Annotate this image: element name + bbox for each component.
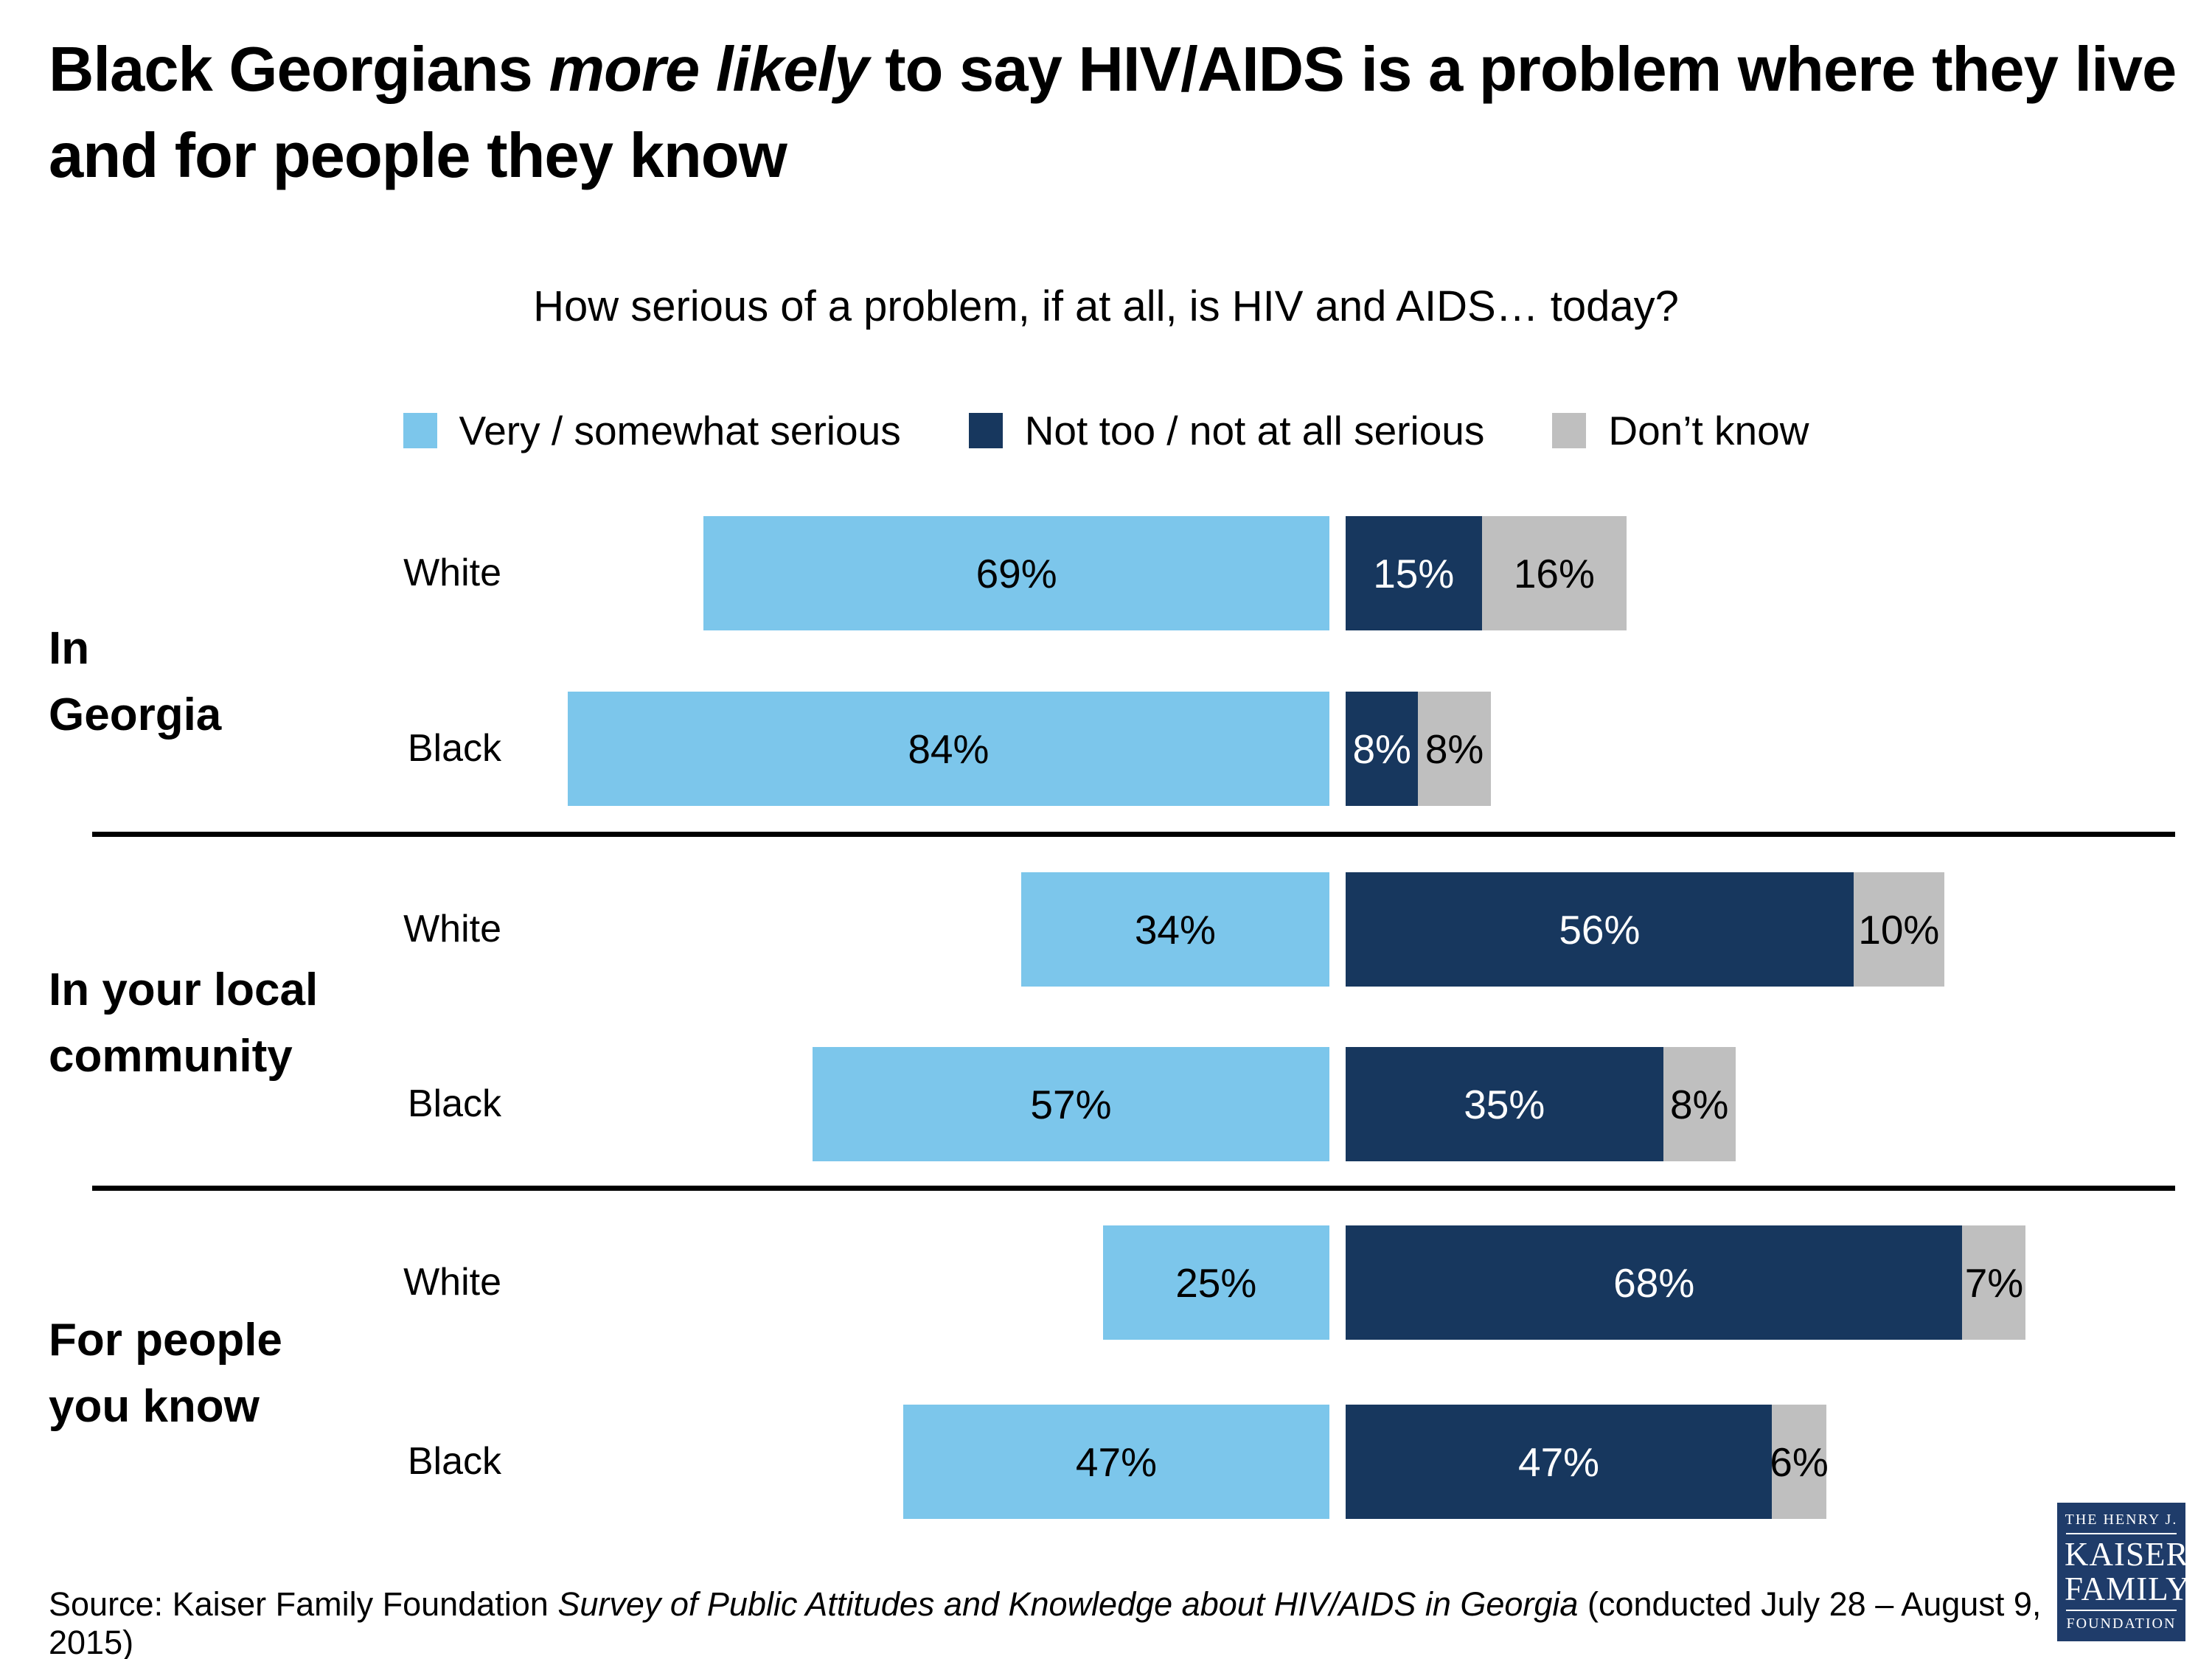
bar-segment: 8% <box>1418 692 1491 806</box>
bar-value-label: 68% <box>1613 1259 1695 1306</box>
bar-segment: 57% <box>812 1047 1329 1161</box>
legend-label: Very / somewhat serious <box>459 408 901 453</box>
bar-value-label: 10% <box>1858 906 1940 953</box>
bar-segment: 16% <box>1481 516 1627 630</box>
bar-segment: 8% <box>1346 692 1419 806</box>
source-survey-name: Survey of Public Attitudes and Knowledge… <box>557 1585 1579 1623</box>
bar-value-label: 34% <box>1134 906 1216 953</box>
legend-swatch-light-blue-icon <box>403 413 437 448</box>
logo-line-family: FAMILY <box>2065 1570 2191 1607</box>
title-prefix: Black Georgians <box>49 35 549 105</box>
legend-swatch-navy-icon <box>968 413 1003 448</box>
bar-value-label: 69% <box>975 550 1057 597</box>
title-emphasis: more likely <box>549 35 869 105</box>
bar-segment: 69% <box>703 516 1329 630</box>
bar-value-label: 8% <box>1352 726 1411 772</box>
bar-segment: 7% <box>1962 1225 2026 1340</box>
bar-segment: 8% <box>1663 1047 1736 1161</box>
group-label-line: In your local <box>49 964 319 1016</box>
bar-value-label: 8% <box>1425 726 1484 772</box>
bar-value-label: 35% <box>1464 1081 1545 1127</box>
source-suffix: (conducted July 28 – August 9, 2015) <box>49 1585 2042 1659</box>
row-label: White <box>403 552 501 594</box>
bar-value-label: 56% <box>1559 906 1641 953</box>
logo-divider-top <box>2066 1532 2177 1534</box>
row-label: White <box>403 908 501 950</box>
row-label: Black <box>407 727 501 770</box>
row-label: White <box>403 1261 501 1304</box>
page-title: Black Georgians more likely to say HIV/A… <box>49 27 2187 200</box>
bar-value-label: 15% <box>1373 550 1455 597</box>
group-label: In Georgia <box>49 616 388 748</box>
group-label-line: For people <box>49 1315 282 1366</box>
bar-value-label: 57% <box>1030 1081 1112 1127</box>
bar-value-label: 47% <box>1075 1439 1157 1485</box>
legend-label: Not too / not at all serious <box>1024 408 1485 453</box>
bar-value-label: 7% <box>1964 1259 2024 1306</box>
group-label: For people you know <box>49 1307 388 1440</box>
bar-value-label: 8% <box>1669 1081 1729 1127</box>
bar-value-label: 6% <box>1770 1439 1829 1485</box>
bar-value-label: 25% <box>1175 1259 1257 1306</box>
source-note: Source: Kaiser Family Foundation Survey … <box>49 1585 2113 1659</box>
logo-line-the-henry-j: THE HENRY J. <box>2065 1512 2178 1528</box>
group-label-line: Georgia <box>49 689 222 740</box>
bar-value-label: 84% <box>908 726 990 772</box>
bar-segment: 25% <box>1102 1225 1329 1340</box>
title-suffix: to say HIV/AIDS is a problem where they … <box>49 35 2177 192</box>
chart-question-subtitle: How serious of a problem, if at all, is … <box>533 282 1679 330</box>
source-prefix: Source: Kaiser Family Foundation <box>49 1585 558 1623</box>
row-label: Black <box>407 1440 501 1483</box>
group-label-line: community <box>49 1031 293 1082</box>
logo-line-kaiser: KAISER <box>2065 1536 2189 1573</box>
group-divider-line <box>92 832 2175 837</box>
bar-segment: 56% <box>1346 872 1854 987</box>
bar-value-label: 47% <box>1518 1439 1600 1485</box>
bar-segment: 35% <box>1346 1047 1663 1161</box>
group-label: In your local community <box>49 957 388 1090</box>
bar-segment: 47% <box>902 1405 1329 1519</box>
bar-segment: 15% <box>1346 516 1482 630</box>
group-divider-line <box>92 1186 2175 1191</box>
legend-item-dont-know: Don’t know <box>1552 407 1809 454</box>
row-label: Black <box>407 1082 501 1125</box>
group-label-line: you know <box>49 1381 260 1432</box>
legend-item-very-somewhat-serious: Very / somewhat serious <box>403 407 901 454</box>
legend-label: Don’t know <box>1608 408 1809 453</box>
logo-line-foundation: FOUNDATION <box>2066 1615 2177 1632</box>
bar-segment: 34% <box>1020 872 1329 987</box>
group-label-line: In <box>49 623 90 675</box>
bar-value-label: 16% <box>1513 550 1595 597</box>
legend-swatch-gray-icon <box>1552 413 1587 448</box>
bar-segment: 6% <box>1770 1405 1829 1519</box>
bar-segment: 84% <box>567 692 1329 806</box>
logo-divider-bottom <box>2066 1610 2177 1612</box>
bar-segment: 10% <box>1853 872 1944 987</box>
legend-item-not-too-serious: Not too / not at all serious <box>968 407 1485 454</box>
kaiser-family-foundation-logo: THE HENRY J. KAISER FAMILY FOUNDATION <box>2057 1503 2191 1641</box>
bar-segment: 47% <box>1346 1405 1773 1519</box>
bar-segment: 68% <box>1346 1225 1963 1340</box>
chart-legend: Very / somewhat serious Not too / not at… <box>0 407 2212 454</box>
